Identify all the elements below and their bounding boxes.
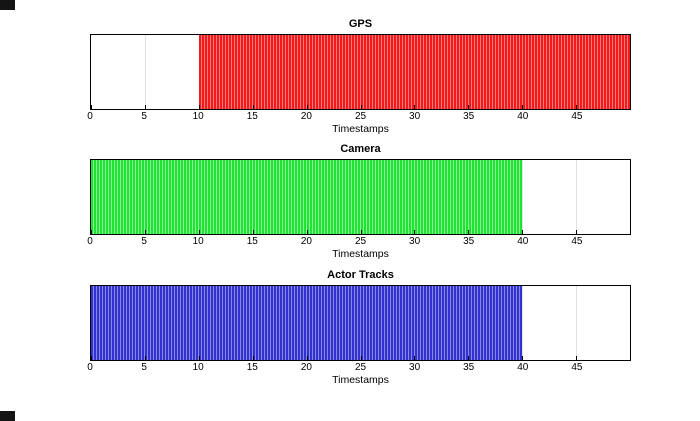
x-tick-mark: [91, 230, 92, 234]
chart-title: Camera: [340, 143, 381, 155]
x-tick-mark: [522, 105, 524, 109]
chart-title: Actor Tracks: [327, 269, 394, 281]
chart-title: GPS: [348, 18, 373, 30]
x-tick-mark: [522, 230, 524, 234]
x-tick-labels: 0 5 10 15 20 25 30 35 40 45: [87, 361, 631, 374]
x-tick-mark: [91, 105, 92, 109]
x-tick-mark: [306, 356, 308, 360]
x-tick-label: 25: [354, 236, 367, 247]
chart-panel-gps: GPS 0 5 10 15 20 25 30 35 40 45 Timestamps: [87, 16, 631, 137]
event-band: [91, 160, 523, 234]
x-tick-mark: [198, 105, 200, 109]
plot-area: [90, 159, 631, 235]
x-tick-label: 35: [463, 111, 475, 122]
x-tick-mark: [198, 230, 200, 234]
gridline: [522, 286, 524, 360]
x-tick-label: 0: [87, 111, 93, 122]
gridline: [144, 35, 146, 109]
x-tick-mark: [91, 356, 92, 360]
x-tick-mark: [252, 105, 254, 109]
x-tick-labels: 0 5 10 15 20 25 30 35 40 45: [87, 235, 631, 248]
chart-panel-actor-tracks: Actor Tracks 0 5 10 15 20 25 30 35 40 45 Timestam…: [87, 267, 631, 388]
x-tick-labels: 0 5 10 15 20 25 30 35 40 45: [87, 110, 631, 123]
x-tick-mark: [468, 105, 470, 109]
x-tick-label: 45: [571, 362, 583, 373]
x-tick-mark: [468, 230, 470, 234]
x-tick-mark: [522, 356, 524, 360]
x-tick-label: 0: [87, 362, 93, 373]
gridline: [576, 286, 578, 360]
x-tick-label: 10: [192, 111, 204, 122]
x-tick-mark: [306, 105, 308, 109]
window-corner-artifact-bottom: [0, 411, 15, 421]
x-tick-mark: [414, 230, 416, 234]
x-tick-label: 5: [141, 111, 147, 122]
x-tick-label: 45: [571, 111, 583, 122]
x-tick-label: 25: [354, 111, 367, 122]
x-tick-label: 30: [409, 111, 421, 122]
x-tick-label: 30: [409, 362, 421, 373]
x-tick-mark: [198, 356, 200, 360]
x-tick-label: 15: [246, 362, 258, 373]
x-tick-label: 20: [300, 362, 312, 373]
plot-area: [90, 34, 631, 110]
x-tick-mark: [252, 230, 254, 234]
window-corner-artifact-top: [0, 0, 15, 10]
x-tick-label: 15: [246, 111, 258, 122]
x-tick-mark: [144, 230, 146, 234]
x-tick-mark: [576, 105, 578, 109]
event-band: [198, 35, 630, 109]
gridline: [576, 160, 578, 234]
x-tick-mark: [576, 230, 578, 234]
x-tick-label: 20: [300, 236, 312, 247]
x-tick-mark: [576, 356, 578, 360]
x-tick-label: 5: [141, 362, 147, 373]
x-tick-label: 40: [517, 362, 529, 373]
x-tick-mark: [414, 105, 416, 109]
x-tick-mark: [252, 356, 254, 360]
x-tick-mark: [360, 230, 362, 234]
x-tick-mark: [144, 105, 146, 109]
x-tick-mark: [360, 105, 362, 109]
event-band: [91, 286, 523, 360]
x-tick-mark: [306, 230, 308, 234]
x-tick-label: 25: [354, 362, 367, 373]
x-tick-mark: [144, 356, 146, 360]
x-tick-label: 20: [300, 111, 312, 122]
x-tick-mark: [360, 356, 362, 360]
x-tick-label: 5: [141, 236, 147, 247]
plot-area: [90, 285, 631, 361]
x-tick-mark: [414, 356, 416, 360]
chart-panel-camera: Camera 0 5 10 15 20 25 30 35 40 45 Timestamps: [87, 141, 631, 262]
x-axis-label: Timestamps: [332, 123, 389, 135]
gridline: [522, 160, 524, 234]
x-tick-label: 35: [463, 236, 475, 247]
x-tick-label: 45: [571, 236, 583, 247]
x-axis-label: Timestamps: [332, 248, 389, 260]
x-tick-label: 10: [192, 362, 204, 373]
x-tick-mark: [468, 356, 470, 360]
x-tick-label: 10: [192, 236, 204, 247]
x-tick-label: 15: [246, 236, 258, 247]
x-tick-label: 0: [87, 236, 93, 247]
x-axis-label: Timestamps: [332, 374, 389, 386]
x-tick-label: 30: [409, 236, 421, 247]
x-tick-label: 40: [517, 236, 529, 247]
x-tick-label: 35: [463, 362, 475, 373]
x-tick-label: 40: [517, 111, 529, 122]
